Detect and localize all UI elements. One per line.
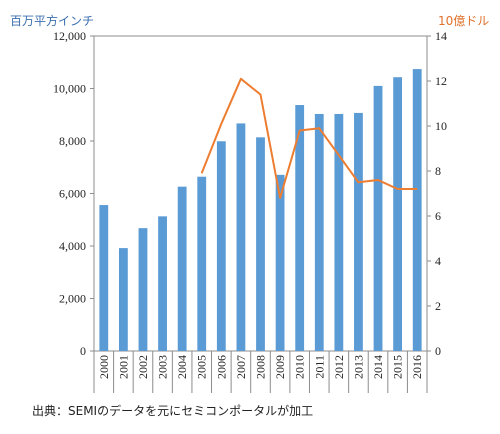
source-note: 出典：SEMIのデータを元にセミコンポータルが加工 xyxy=(32,404,314,418)
bar-2005 xyxy=(197,176,207,351)
x-axis-label: 2007 xyxy=(234,355,248,379)
right-axis-tick-label: 6 xyxy=(435,209,441,223)
right-axis-unit-label: 10億ドル xyxy=(438,14,490,28)
x-axis-label: 2015 xyxy=(391,355,405,379)
bar-2011 xyxy=(314,113,324,352)
bar-2007 xyxy=(236,123,246,351)
x-axis-label: 2004 xyxy=(175,355,189,379)
right-axis-tick-label: 12 xyxy=(435,74,447,88)
bar-2001 xyxy=(118,248,128,351)
x-axis-label: 2001 xyxy=(116,355,130,379)
x-axis: 2000 2001 2002 2003 2004 2005 2006 2007 2008 2009… xyxy=(93,351,428,393)
right-axis-tick-label: 0 xyxy=(435,344,441,358)
left-axis-tick-label: 6,000 xyxy=(59,187,86,201)
bar-2002 xyxy=(138,228,148,351)
x-axis-label: 2012 xyxy=(332,355,346,379)
x-axis-label: 2010 xyxy=(293,355,307,379)
bar-2010 xyxy=(295,105,305,351)
x-axis-label: 2008 xyxy=(254,355,268,379)
line-series xyxy=(200,77,418,199)
x-axis-label: 2003 xyxy=(156,355,170,379)
bar-2009 xyxy=(275,174,285,351)
bar-2004 xyxy=(177,186,187,351)
bar-2013 xyxy=(354,112,363,351)
left-axis-tick-label: 12,000 xyxy=(53,29,86,43)
right-axis-tick-label: 2 xyxy=(435,299,441,313)
right-axis: 0 2 4 6 8 10 12 14 xyxy=(427,29,447,358)
left-axis: 0 2,000 4,000 6,000 8,000 10,000 12,000 xyxy=(53,29,94,358)
x-axis-label: 2009 xyxy=(273,355,287,379)
x-axis-label: 2000 xyxy=(97,355,111,379)
left-axis-tick-label: 2,000 xyxy=(59,292,86,306)
left-axis-unit-label: 百万平方インチ xyxy=(10,14,95,28)
bar-2003 xyxy=(158,216,167,351)
left-axis-tick-label: 8,000 xyxy=(59,134,86,148)
x-axis-label: 2014 xyxy=(371,355,385,379)
bar-2014 xyxy=(373,85,383,351)
bar-2000 xyxy=(99,205,109,351)
x-axis-label: 2002 xyxy=(136,355,150,379)
left-axis-tick-label: 4,000 xyxy=(59,239,86,253)
right-axis-tick-label: 4 xyxy=(435,254,441,268)
bar-2012 xyxy=(334,113,344,352)
x-axis-label: 2011 xyxy=(312,355,326,379)
bar-2006 xyxy=(216,141,226,351)
right-axis-tick-label: 10 xyxy=(435,119,447,133)
x-axis-label: 2016 xyxy=(410,355,424,379)
x-axis-label: 2013 xyxy=(351,355,365,379)
right-axis-tick-label: 8 xyxy=(435,164,441,178)
bar-2015 xyxy=(393,77,403,352)
right-axis-tick-label: 14 xyxy=(435,29,447,43)
left-axis-tick-label: 0 xyxy=(80,344,86,358)
left-axis-tick-label: 10,000 xyxy=(53,82,86,96)
bar-series xyxy=(99,69,422,352)
bar-2008 xyxy=(256,137,265,351)
x-axis-label: 2006 xyxy=(214,355,228,379)
bar-2016 xyxy=(412,69,422,351)
x-axis-label: 2005 xyxy=(195,355,209,379)
line-series-path xyxy=(200,77,418,199)
